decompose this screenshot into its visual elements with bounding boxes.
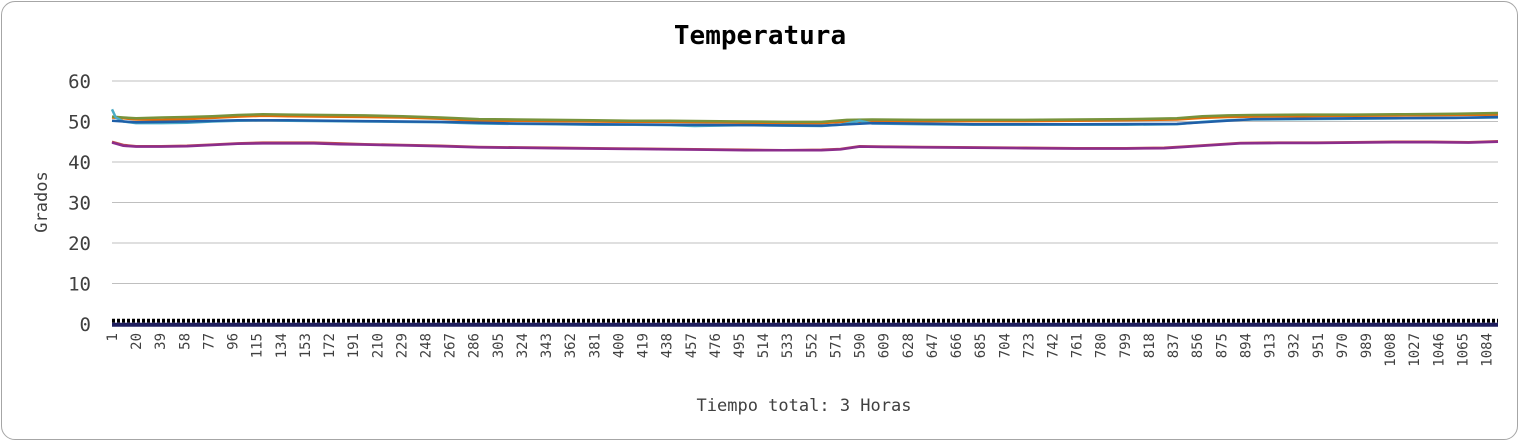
y-tick-label: 20 bbox=[68, 233, 91, 255]
x-tick-label: 837 bbox=[1166, 333, 1182, 358]
x-tick-label: 286 bbox=[467, 333, 483, 358]
x-tick-label: 514 bbox=[756, 333, 772, 358]
x-tick-label: 989 bbox=[1359, 333, 1375, 358]
x-tick-label: 419 bbox=[636, 333, 652, 358]
x-tick-label: 1084 bbox=[1480, 333, 1496, 367]
x-tick-label: 685 bbox=[973, 333, 989, 358]
x-tick-label: 248 bbox=[419, 333, 435, 358]
x-tick-label: 609 bbox=[877, 333, 893, 358]
x-tick-label: 134 bbox=[274, 333, 290, 358]
x-tick-label: 457 bbox=[684, 333, 700, 358]
x-tick-label: 400 bbox=[611, 333, 627, 358]
x-tick-label: 799 bbox=[1118, 333, 1134, 358]
x-tick-label: 1008 bbox=[1383, 333, 1399, 367]
x-tick-label: 210 bbox=[370, 333, 386, 358]
x-tick-label: 20 bbox=[129, 333, 145, 350]
series-line-2 bbox=[111, 111, 1499, 124]
x-tick-label: 77 bbox=[202, 333, 218, 350]
series-lines bbox=[110, 108, 1499, 327]
x-tick-label: 875 bbox=[1214, 333, 1230, 358]
y-tick-label: 60 bbox=[68, 71, 91, 93]
y-tick-label: 30 bbox=[68, 193, 91, 215]
x-tick-label: 476 bbox=[708, 333, 724, 358]
x-tick-label: 362 bbox=[563, 333, 579, 358]
x-tick-label: 267 bbox=[443, 333, 459, 358]
x-tick-label: 666 bbox=[949, 333, 965, 358]
x-tick-label: 913 bbox=[1263, 333, 1279, 358]
y-tick-labels: 0 10 20 30 40 50 60 bbox=[68, 71, 91, 336]
series-line-4 bbox=[111, 115, 1499, 127]
x-tick-label: 172 bbox=[322, 333, 338, 358]
x-tick-label: 495 bbox=[732, 333, 748, 358]
x-tick-label: 1 bbox=[105, 333, 121, 341]
chart-title: Temperatura bbox=[674, 21, 846, 51]
x-tick-label: 1046 bbox=[1431, 333, 1447, 367]
y-tick-label: 0 bbox=[80, 314, 91, 336]
y-tick-label: 40 bbox=[68, 152, 91, 174]
x-tick-label: 761 bbox=[1070, 333, 1086, 358]
x-tick-label: 780 bbox=[1094, 333, 1110, 358]
x-tick-label: 856 bbox=[1190, 333, 1206, 358]
x-axis-label: Tiempo total: 3 Horas bbox=[697, 396, 912, 416]
gridlines bbox=[112, 80, 1498, 284]
x-tick-label: 96 bbox=[226, 333, 242, 350]
x-tick-label: 590 bbox=[853, 333, 869, 358]
x-tick-label: 951 bbox=[1311, 333, 1327, 358]
x-tick-label: 153 bbox=[298, 333, 314, 358]
x-tick-label: 742 bbox=[1046, 333, 1062, 358]
x-tick-label: 305 bbox=[491, 333, 507, 358]
series-line-6 bbox=[111, 140, 1499, 152]
x-tick-label: 818 bbox=[1142, 333, 1158, 358]
x-tick-label: 894 bbox=[1238, 333, 1254, 358]
x-tick-label: 970 bbox=[1335, 333, 1351, 358]
x-tick-label: 229 bbox=[394, 333, 410, 358]
x-tick-label: 39 bbox=[153, 333, 169, 350]
x-tick-label: 115 bbox=[250, 333, 266, 358]
x-tick-label: 571 bbox=[829, 333, 845, 358]
x-tick-label: 932 bbox=[1287, 333, 1303, 358]
x-tick-label: 552 bbox=[804, 333, 820, 358]
x-tick-label: 191 bbox=[346, 333, 362, 358]
x-tick-labels: 1 20 39 58 77 96 115 134 153 172 191 210 229 248 267 28… bbox=[105, 333, 1496, 367]
x-tick-label: 438 bbox=[660, 333, 676, 358]
x-tick-label: 704 bbox=[997, 333, 1013, 358]
x-tick-label: 723 bbox=[1021, 333, 1037, 358]
x-tick-label: 58 bbox=[177, 333, 193, 350]
x-tick-label: 324 bbox=[515, 333, 531, 358]
x-tick-label: 533 bbox=[780, 333, 796, 358]
x-tick-label: 343 bbox=[539, 333, 555, 358]
x-tick-label: 628 bbox=[901, 333, 917, 358]
x-tick-label: 1065 bbox=[1456, 333, 1472, 367]
x-tick-label: 647 bbox=[925, 333, 941, 358]
x-tick-label: 381 bbox=[587, 333, 603, 358]
y-tick-label: 10 bbox=[68, 274, 91, 296]
y-tick-label: 50 bbox=[68, 112, 91, 134]
x-tick-label: 1027 bbox=[1407, 333, 1423, 367]
y-axis-label: Grados bbox=[32, 171, 52, 232]
